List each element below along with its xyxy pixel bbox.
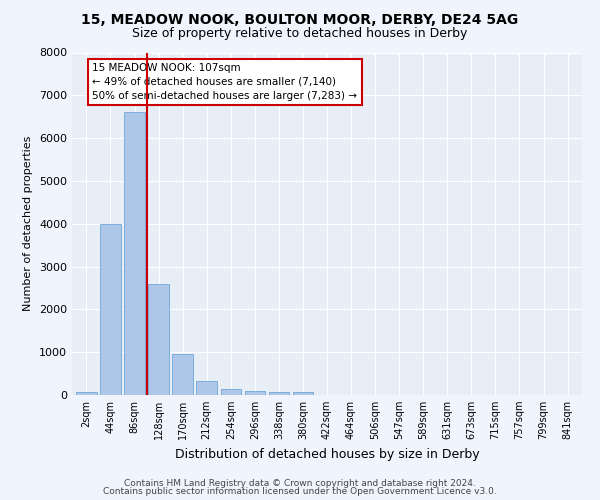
Bar [293,392,313,395]
Bar [148,284,169,395]
Text: Size of property relative to detached houses in Derby: Size of property relative to detached ho… [133,28,467,40]
Text: Contains HM Land Registry data © Crown copyright and database right 2024.: Contains HM Land Registry data © Crown c… [124,478,476,488]
Bar [76,392,97,395]
Text: 15 MEADOW NOOK: 107sqm
← 49% of detached houses are smaller (7,140)
50% of semi-: 15 MEADOW NOOK: 107sqm ← 49% of detached… [92,63,358,101]
Y-axis label: Number of detached properties: Number of detached properties [23,136,34,312]
Text: 15, MEADOW NOOK, BOULTON MOOR, DERBY, DE24 5AG: 15, MEADOW NOOK, BOULTON MOOR, DERBY, DE… [82,12,518,26]
Text: Contains public sector information licensed under the Open Government Licence v3: Contains public sector information licen… [103,487,497,496]
Bar [100,224,121,395]
Bar [172,354,193,395]
X-axis label: Distribution of detached houses by size in Derby: Distribution of detached houses by size … [175,448,479,460]
Bar [196,382,217,395]
Bar [245,390,265,395]
Bar [269,392,289,395]
Bar [221,389,241,395]
Bar [124,112,145,395]
